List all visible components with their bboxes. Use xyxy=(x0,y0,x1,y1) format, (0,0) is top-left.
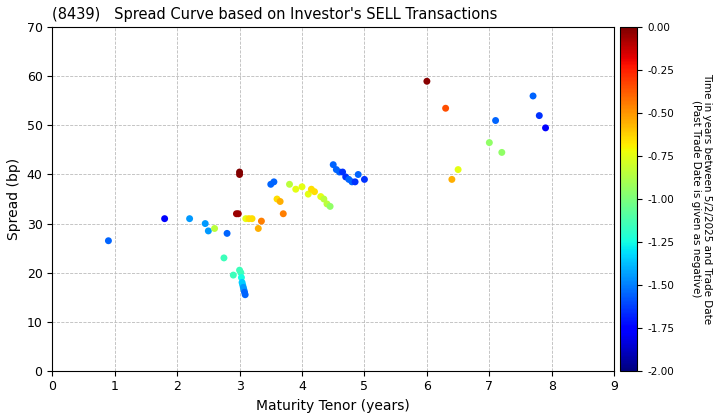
Point xyxy=(484,139,495,146)
Point xyxy=(452,166,464,173)
Point xyxy=(237,281,248,288)
Point xyxy=(234,171,246,178)
Point xyxy=(324,203,336,210)
Point xyxy=(256,218,267,224)
Point xyxy=(268,178,279,185)
Point xyxy=(199,220,211,227)
Point xyxy=(202,228,214,234)
Point xyxy=(265,181,276,188)
Point xyxy=(184,215,195,222)
Point xyxy=(235,269,246,276)
Point xyxy=(305,186,317,193)
Point xyxy=(490,117,501,124)
Point xyxy=(159,215,171,222)
Point xyxy=(235,274,247,281)
Point xyxy=(349,178,361,185)
Point xyxy=(253,225,264,232)
Point xyxy=(236,279,248,286)
Point xyxy=(243,215,255,222)
Point xyxy=(103,237,114,244)
Point xyxy=(218,255,230,261)
Point xyxy=(496,149,508,156)
Point xyxy=(284,181,295,188)
Point xyxy=(330,166,342,173)
Point xyxy=(534,112,545,119)
Point xyxy=(238,286,250,293)
Point xyxy=(333,169,345,176)
Point xyxy=(337,169,348,176)
Point xyxy=(246,215,258,222)
Point xyxy=(321,201,333,207)
Point xyxy=(440,105,451,112)
Point xyxy=(302,191,314,197)
Point xyxy=(353,171,364,178)
Point xyxy=(234,267,246,273)
Point xyxy=(221,230,233,237)
Point xyxy=(340,173,351,180)
Point xyxy=(309,188,320,195)
Point xyxy=(296,184,307,190)
Point xyxy=(421,78,433,84)
Point xyxy=(233,210,244,217)
Point xyxy=(346,178,358,185)
Point xyxy=(315,193,326,200)
Point xyxy=(238,284,249,291)
Point xyxy=(209,225,220,232)
X-axis label: Maturity Tenor (years): Maturity Tenor (years) xyxy=(256,399,410,413)
Point xyxy=(230,210,242,217)
Point xyxy=(540,124,552,131)
Point xyxy=(271,196,283,202)
Point xyxy=(359,176,370,183)
Point xyxy=(277,210,289,217)
Point xyxy=(234,169,246,176)
Point xyxy=(239,289,251,296)
Point xyxy=(446,176,458,183)
Point xyxy=(328,161,339,168)
Point xyxy=(318,196,330,202)
Point xyxy=(274,198,286,205)
Point xyxy=(343,176,354,183)
Point xyxy=(527,93,539,100)
Text: (8439)   Spread Curve based on Investor's SELL Transactions: (8439) Spread Curve based on Investor's … xyxy=(53,7,498,22)
Y-axis label: Spread (bp): Spread (bp) xyxy=(7,158,21,240)
Point xyxy=(240,215,251,222)
Point xyxy=(290,186,302,193)
Point xyxy=(228,272,239,278)
Point xyxy=(240,291,251,298)
Y-axis label: Time in years between 5/2/2025 and Trade Date
(Past Trade Date is given as negat: Time in years between 5/2/2025 and Trade… xyxy=(690,74,712,325)
